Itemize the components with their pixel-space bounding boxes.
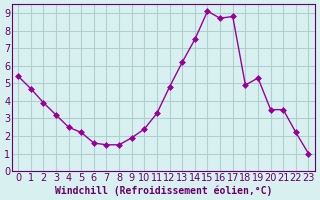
X-axis label: Windchill (Refroidissement éolien,°C): Windchill (Refroidissement éolien,°C)	[55, 185, 272, 196]
